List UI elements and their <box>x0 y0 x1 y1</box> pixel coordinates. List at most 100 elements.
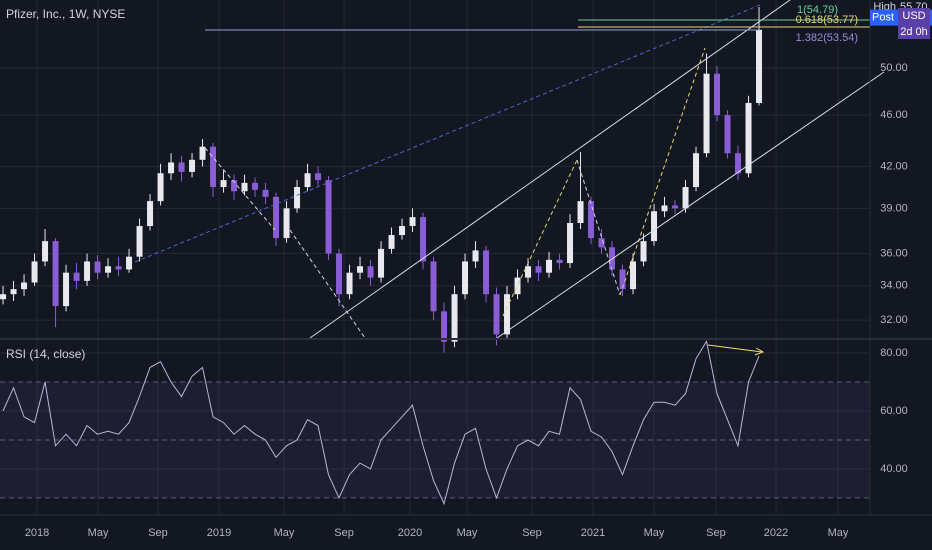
x-tick-label: Sep <box>706 527 726 539</box>
arrow-head <box>754 347 765 356</box>
zigzag <box>204 147 276 231</box>
x-tick-label: Sep <box>334 527 354 539</box>
candle-body <box>220 180 227 188</box>
candle-body <box>462 261 469 295</box>
y-tick-label: 32.00 <box>880 314 908 326</box>
candle-body <box>640 241 647 262</box>
candle-body <box>556 259 563 264</box>
candle-body <box>315 173 322 181</box>
candle-body <box>168 162 175 174</box>
fib-label: 0.618(53.77) <box>796 14 858 26</box>
candle-body <box>619 269 626 290</box>
candle-body <box>430 261 437 312</box>
candle-body <box>451 294 458 342</box>
x-tick-label: 2021 <box>581 527 605 539</box>
candle-body <box>73 272 80 281</box>
channel-upper <box>309 0 791 339</box>
candle-body <box>378 248 385 278</box>
candle-body <box>693 153 700 188</box>
candle-body <box>535 266 542 273</box>
candle-body <box>357 266 364 273</box>
candle-body <box>745 102 752 174</box>
candle-body <box>756 29 763 103</box>
candle-body <box>136 225 143 257</box>
candle-body <box>420 217 427 262</box>
y-tick-label: 50.00 <box>880 62 908 74</box>
x-tick-label: 2022 <box>764 527 788 539</box>
zigzag <box>502 159 578 317</box>
candle-body <box>84 261 91 281</box>
candle-body <box>189 159 196 172</box>
candle-body <box>241 182 248 192</box>
candle-body <box>63 272 70 307</box>
candle-body <box>682 187 689 209</box>
candle-body <box>283 208 290 239</box>
candle-body <box>598 238 605 248</box>
candle-body <box>472 250 479 262</box>
zigzag <box>576 159 621 296</box>
post-label: Post <box>872 12 894 24</box>
candle-body <box>724 115 731 154</box>
x-tick-label: Sep <box>522 527 542 539</box>
candle-body <box>21 282 28 290</box>
candle-body <box>346 272 353 295</box>
y-tick-label: 34.00 <box>880 280 908 292</box>
candle-body <box>441 311 448 342</box>
countdown-badge <box>898 24 930 39</box>
candle-body <box>483 250 490 295</box>
currency-badge <box>898 8 930 24</box>
x-tick-label: 2020 <box>398 527 422 539</box>
candle-body <box>199 146 206 160</box>
candle-body <box>31 261 38 283</box>
candle-body <box>525 266 532 278</box>
drawings <box>134 0 885 356</box>
rsi-title: RSI (14, close) <box>6 347 85 361</box>
post-badge <box>870 9 896 26</box>
candle-body <box>52 241 59 307</box>
y-tick-label: 46.00 <box>880 109 908 121</box>
candle-body <box>409 217 416 226</box>
grid <box>0 0 870 515</box>
countdown: 2d 0h <box>900 26 928 38</box>
x-tick-label: May <box>274 527 295 539</box>
y-tick-label: 80.00 <box>880 347 908 359</box>
y-tick-label: 42.00 <box>880 160 908 172</box>
candle-body <box>504 294 511 335</box>
candle-body <box>714 73 721 116</box>
candle-body <box>294 187 301 209</box>
candle-body <box>672 205 679 209</box>
candle-body <box>493 294 500 335</box>
candle-body <box>252 182 259 190</box>
x-tick-label: 2018 <box>25 527 49 539</box>
candle-body <box>661 205 668 212</box>
candle-body <box>399 225 406 236</box>
candle-body <box>115 266 122 270</box>
trend-dashed <box>134 4 761 263</box>
candle-body <box>0 294 7 300</box>
candle-body <box>94 261 101 273</box>
candle-body <box>262 189 269 197</box>
candle-body <box>157 173 164 202</box>
marks <box>0 7 763 506</box>
candle-body <box>630 261 637 290</box>
candle-body <box>273 196 280 239</box>
rsi-band <box>0 382 870 498</box>
candle-body <box>567 223 574 264</box>
candle-body <box>210 146 217 188</box>
x-tick-label: May <box>828 527 849 539</box>
x-tick-label: 2019 <box>207 527 231 539</box>
channel-lower <box>496 71 885 339</box>
candle-body <box>651 211 658 242</box>
candle-body <box>126 256 133 270</box>
candle-body <box>178 162 185 172</box>
candle-body <box>105 266 112 273</box>
y-tick-label: 40.00 <box>880 463 908 475</box>
candle-body <box>336 253 343 295</box>
zigzag <box>289 229 366 339</box>
candle-body <box>546 259 553 273</box>
candle-body <box>388 235 395 249</box>
currency: USD <box>902 10 925 22</box>
candle-body <box>325 180 332 254</box>
x-tick-label: May <box>457 527 478 539</box>
